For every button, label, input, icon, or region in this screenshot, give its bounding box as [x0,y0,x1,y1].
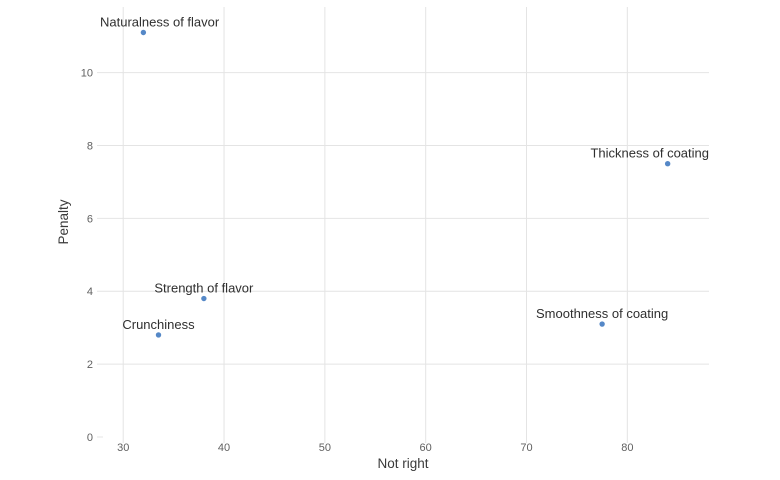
x-tick-label: 70 [520,442,532,454]
data-point-marker [140,29,147,36]
y-tick-label: 4 [87,286,93,298]
x-tick-label: 80 [621,442,633,454]
data-point-label: Crunchiness [122,317,195,332]
x-tick-label: 30 [117,442,129,454]
x-tick-label: 40 [218,442,230,454]
x-tick-label: 60 [420,442,432,454]
data-point-label: Naturalness of flavor [100,15,220,30]
data-point-marker [599,321,605,327]
data-point-layer: Naturalness of flavor Thickness of coatin… [100,15,709,338]
data-point-marker [201,295,207,302]
data-point-marker [155,332,162,338]
y-tick-label: 10 [81,68,93,80]
y-tick-label: 0 [87,432,93,444]
y-axis-title: Penalty [56,199,71,244]
data-point-label: Smoothness of coating [536,306,668,321]
data-point-label: Strength of flavor [154,281,254,296]
x-axis-title: Not right [377,456,428,471]
y-tick-label: 6 [87,213,93,225]
x-tick-label: 50 [319,442,331,454]
tick-label-layer: 30 40 50 60 70 80 0 2 4 6 8 10 [81,68,634,454]
data-point-label: Thickness of coating [590,146,709,161]
data-point-marker [664,160,671,167]
y-tick-label: 8 [87,140,93,152]
y-tick-label: 2 [87,359,93,371]
grid-layer [97,7,709,443]
